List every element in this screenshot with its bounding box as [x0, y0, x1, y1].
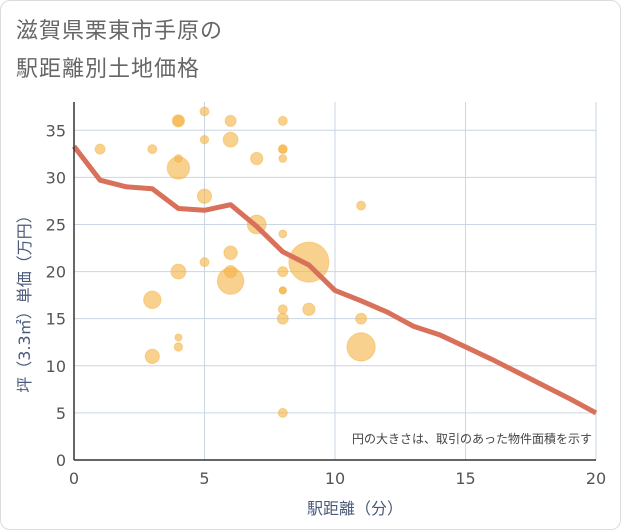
trend-line[interactable] — [72, 144, 598, 416]
x-tick-label: 10 — [325, 469, 345, 488]
x-tick-label: 0 — [69, 469, 79, 488]
y-tick-label: 35 — [46, 121, 66, 140]
chart-title: 滋賀県栗東市手原の 駅距離別土地価格 — [16, 13, 223, 89]
bubble-point[interactable] — [278, 154, 288, 163]
size-annotation: 円の大きさは、取引のあった物件面積を示す — [352, 431, 592, 446]
y-tick-label: 10 — [46, 357, 66, 376]
bubble-point[interactable] — [224, 114, 237, 127]
axes — [73, 102, 596, 461]
y-axis-title: 坪（3.3㎡）単価（万円） — [15, 207, 34, 392]
bubble-point[interactable] — [199, 135, 210, 145]
bubble-point[interactable] — [278, 286, 287, 295]
bubble-point[interactable] — [277, 407, 288, 418]
bubble-point[interactable] — [222, 131, 239, 148]
bubble-point[interactable] — [173, 342, 184, 352]
bubble-point[interactable] — [278, 144, 288, 154]
bubble-point[interactable] — [277, 304, 288, 315]
x-axis-title: 駅距離（分） — [307, 499, 403, 518]
bubble-point[interactable] — [143, 290, 162, 310]
bubble-point[interactable] — [172, 115, 184, 127]
bubble-point[interactable] — [199, 257, 210, 268]
bubble-point[interactable] — [277, 266, 289, 278]
y-tick-label: 30 — [46, 168, 66, 187]
x-tick-label: 20 — [586, 469, 606, 488]
bubble-point[interactable] — [199, 106, 210, 117]
grid-lines — [74, 102, 597, 460]
y-tick-label: 5 — [56, 404, 66, 423]
bubble-point[interactable] — [170, 263, 187, 280]
chart-title-line-1: 滋賀県栗東市手原の — [16, 19, 224, 44]
bubble-point[interactable] — [355, 312, 368, 325]
y-tick-label: 0 — [56, 451, 66, 470]
trend-series — [72, 144, 598, 416]
bubble-point[interactable] — [278, 229, 288, 239]
bubble-point[interactable] — [147, 144, 158, 155]
bubble-point[interactable] — [277, 115, 288, 126]
bubble-point[interactable] — [250, 151, 264, 166]
bubble-point[interactable] — [196, 188, 213, 204]
bubble-point[interactable] — [302, 302, 316, 316]
bubble-point[interactable] — [216, 267, 245, 295]
bubble-point[interactable] — [276, 312, 289, 325]
bubble-point[interactable] — [223, 245, 238, 260]
tick-labels: 0 5 10 15 20 0 5 10 15 20 25 30 35 — [46, 121, 607, 488]
y-tick-label: 20 — [46, 263, 66, 282]
bubble-point[interactable] — [94, 143, 106, 155]
bubble-point[interactable] — [166, 156, 191, 180]
x-tick-label: 5 — [199, 469, 209, 488]
bubble-series — [94, 106, 376, 418]
y-tick-label: 25 — [46, 215, 66, 234]
x-tick-label: 15 — [455, 469, 475, 488]
bubble-point[interactable] — [356, 200, 367, 211]
bubble-point[interactable] — [144, 348, 160, 364]
chart-title-line-2: 駅距離別土地価格 — [16, 57, 201, 82]
y-tick-label: 15 — [46, 310, 66, 329]
bubble-point[interactable] — [174, 333, 183, 342]
bubble-point[interactable] — [346, 332, 376, 362]
